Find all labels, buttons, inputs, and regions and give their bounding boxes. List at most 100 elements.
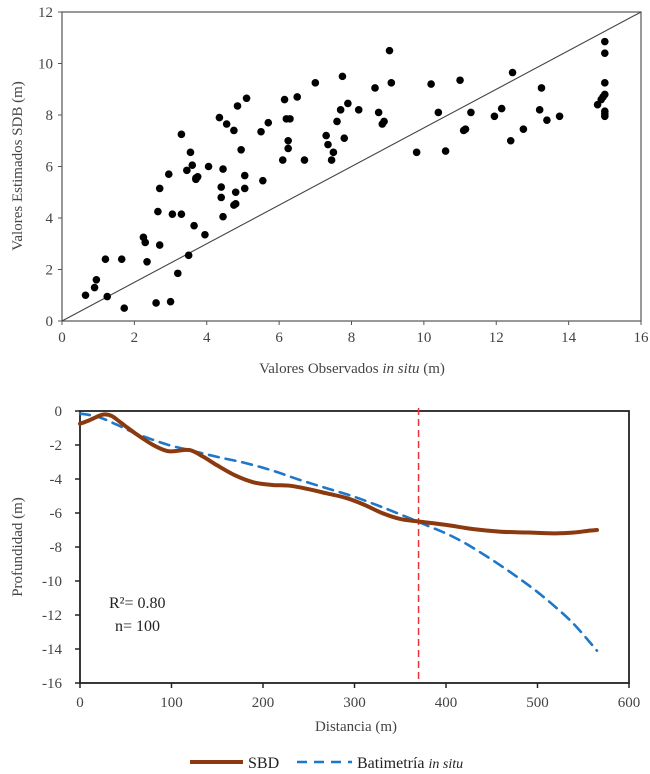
scatter-point [219, 212, 227, 221]
scatter-point [311, 79, 320, 87]
scatter-point [555, 112, 564, 121]
scatter-point [152, 299, 160, 307]
scatter-point [231, 188, 240, 197]
scatter-point [601, 109, 609, 118]
one-to-one-line [61, 11, 642, 322]
scatter-point [344, 99, 352, 108]
scatter-point [90, 283, 99, 292]
scatter-point [461, 125, 470, 133]
scatter-point [217, 193, 226, 202]
scatter-point [300, 156, 309, 164]
scatter-point [230, 126, 238, 135]
profile-x-ticks: 0 100 200 300 400 500 600 [76, 683, 640, 711]
scatter-point [217, 183, 226, 191]
scatter-point [201, 230, 209, 239]
y-tick-label: 6 [46, 160, 54, 176]
scatter-point [441, 147, 450, 155]
y-tick-label: -10 [42, 574, 62, 590]
scatter-point [81, 291, 90, 300]
scatter-chart: 0 2 4 6 8 10 12 14 16 0 2 4 6 8 10 12 Valores Observad… [10, 5, 649, 377]
scatter-point [340, 134, 349, 142]
scatter-point [537, 84, 546, 92]
scatter-point [327, 156, 336, 164]
series-line-sbd [78, 412, 599, 536]
x-tick-label: 200 [252, 695, 275, 711]
y-tick-label: 10 [38, 57, 53, 73]
scatter-point [154, 207, 162, 216]
x-tick-label: 8 [348, 330, 356, 346]
scatter-point [259, 176, 267, 185]
scatter-point [506, 136, 515, 145]
x-tick-label: 0 [76, 695, 84, 711]
scatter-point [284, 144, 292, 153]
scatter-point [601, 37, 609, 46]
scatter-point [177, 210, 186, 218]
y-tick-label: -8 [50, 540, 63, 556]
scatter-point [385, 46, 394, 55]
y-tick-label: 2 [46, 263, 54, 279]
scatter-x-axis-label: Valores Observados in situ (m) [259, 361, 445, 377]
y-tick-label: -16 [42, 676, 62, 692]
legend-label-sbd: SBD [248, 755, 279, 772]
scatter-point [324, 140, 332, 149]
x-tick-label: 4 [203, 330, 211, 346]
profile-x-axis-label: Distancia (m) [315, 719, 397, 735]
scatter-point [242, 94, 251, 103]
scatter-point [190, 221, 198, 230]
scatter-point [434, 108, 443, 117]
scatter-point [427, 80, 435, 88]
scatter-point [278, 156, 287, 164]
scatter-point [233, 102, 242, 110]
scatter-point [601, 90, 609, 99]
x-tick-label: 300 [343, 695, 366, 711]
scatter-point [354, 106, 363, 114]
legend-label-batimetria-main: Batimetría [357, 755, 425, 772]
scatter-point [166, 297, 175, 306]
scatter-point [322, 131, 330, 140]
scatter-y-axis-label: Valores Estimados SDB (m) [10, 81, 26, 251]
scatter-point [143, 257, 151, 266]
y-tick-label: 12 [38, 5, 53, 21]
x-tick-label: 0 [58, 330, 66, 346]
scatter-point [230, 201, 238, 209]
x-tick-label: 16 [634, 330, 650, 346]
scatter-point [280, 95, 289, 104]
scatter-x-label-italic: in situ [382, 361, 419, 377]
scatter-point [329, 148, 338, 157]
x-tick-label: 600 [618, 695, 641, 711]
y-tick-label: 0 [46, 314, 54, 330]
scatter-point [240, 171, 249, 180]
scatter-point [177, 130, 186, 139]
profile-plot-frame [79, 410, 630, 684]
scatter-point [222, 120, 231, 128]
scatter-point [168, 210, 177, 218]
scatter-point [120, 304, 129, 312]
scatter-point [164, 170, 173, 179]
scatter-point [237, 145, 245, 154]
y-tick-label: -6 [50, 506, 63, 522]
x-tick-label: 100 [160, 695, 183, 711]
r-squared-annotation: R²= 0.80 [109, 595, 166, 612]
y-tick-label: -4 [50, 472, 63, 488]
scatter-point [174, 269, 182, 278]
scatter-point [456, 76, 464, 85]
scatter-point [264, 118, 273, 127]
depth-profile-chart: 0 100 200 300 400 500 600 0 -2 -4 -6 -8 -10 -12 -14 -1… [10, 404, 640, 772]
scatter-x-label-unit: (m) [423, 361, 445, 377]
scatter-point [338, 72, 347, 81]
legend: SBD Batimetría in situ [190, 755, 463, 772]
y-tick-label: 0 [55, 404, 63, 420]
scatter-point [380, 117, 388, 126]
scatter-point [155, 184, 164, 193]
scatter-point [286, 115, 294, 123]
scatter-x-label-main: Valores Observados [259, 361, 379, 377]
y-tick-label: 8 [46, 108, 54, 124]
x-tick-label: 14 [561, 330, 577, 346]
scatter-point [412, 148, 421, 157]
profile-y-ticks: 0 -2 -4 -6 -8 -10 -12 -14 -16 [42, 404, 80, 692]
scatter-point [336, 106, 345, 114]
x-tick-label: 10 [416, 330, 431, 346]
x-tick-label: 6 [275, 330, 283, 346]
scatter-point [204, 162, 213, 171]
scatter-point [293, 93, 302, 101]
